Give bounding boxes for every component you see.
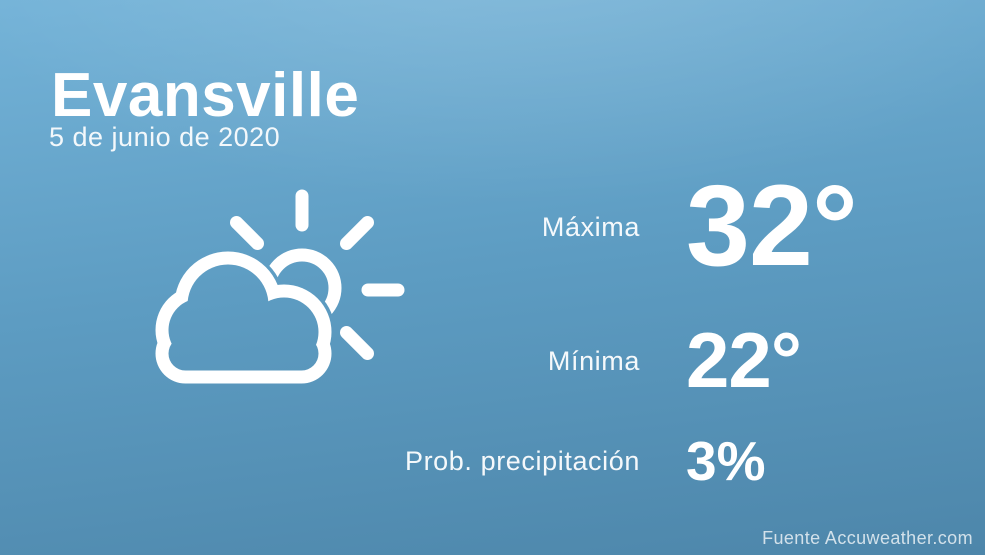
precipitation-label: Prob. precipitación (404, 446, 640, 476)
partly-cloudy-icon (155, 189, 405, 384)
forecast-date: 5 de junio de 2020 (49, 122, 281, 152)
page-title: Evansville (51, 61, 360, 130)
min-temp-label: Mínima (547, 346, 640, 376)
precipitation-value: 3% (686, 430, 766, 492)
source-attribution: Fuente Accuweather.com (762, 528, 973, 548)
cloud-shape (155, 251, 332, 384)
min-temp-value: 22° (686, 316, 802, 404)
max-temp-label: Máxima (541, 212, 640, 242)
max-temp-value: 32° (686, 162, 858, 290)
